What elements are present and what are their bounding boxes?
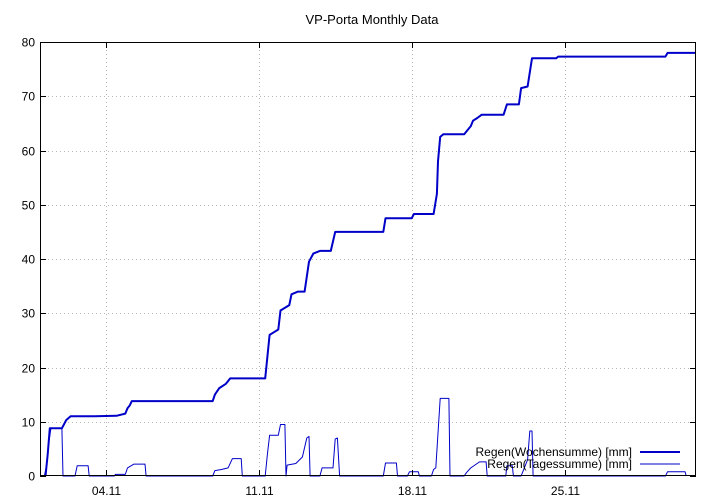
x-tick-label: 04.11	[92, 484, 121, 498]
legend-label: Regen(Wochensumme) [mm]	[476, 445, 633, 459]
y-tick-label: 20	[22, 362, 36, 376]
x-tick-label: 18.11	[398, 484, 427, 498]
y-tick-label: 70	[22, 90, 36, 104]
y-tick-label: 0	[28, 470, 35, 484]
chart-title: VP-Porta Monthly Data	[306, 12, 440, 27]
axis-ticks: 0 10 20 30 40 50 60 70 80 04.11 11.11 18.11 25.11	[22, 36, 696, 498]
y-tick-label: 60	[22, 145, 36, 159]
y-tick-label: 10	[22, 416, 36, 430]
y-tick-label: 80	[22, 36, 36, 50]
y-tick-label: 50	[22, 199, 36, 213]
legend-label: Regen(Tagessumme) [mm]	[487, 457, 632, 471]
y-tick-label: 30	[22, 307, 36, 321]
grid-lines	[40, 42, 696, 476]
x-tick-label: 25.11	[551, 484, 580, 498]
x-tick-label: 11.11	[245, 484, 274, 498]
series-line-weekly-sum	[44, 51, 696, 477]
legend: Regen(Wochensumme) [mm]Regen(Tagessumme)…	[476, 445, 680, 471]
y-tick-label: 40	[22, 253, 36, 267]
